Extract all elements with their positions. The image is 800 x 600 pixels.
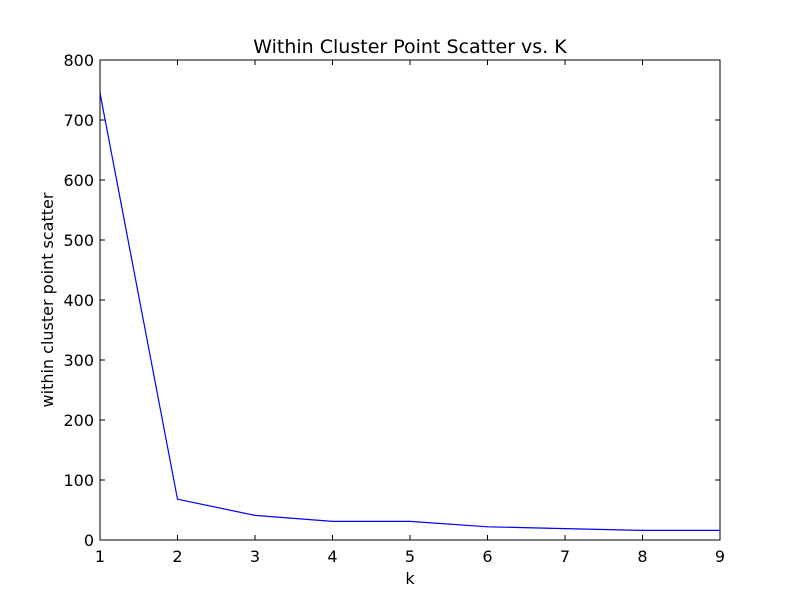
plot-area (99, 92, 721, 532)
y-tick-label: 0 (84, 531, 94, 550)
x-tick-label: 7 (560, 547, 570, 566)
data-point (176, 498, 179, 500)
x-tick-label: 8 (637, 547, 647, 566)
x-axis-label: k (405, 569, 415, 588)
x-tick-label: 6 (482, 547, 492, 566)
y-tick-label: 300 (63, 351, 94, 370)
x-tick-label: 9 (715, 547, 725, 566)
x-tick-label: 1 (95, 547, 105, 566)
data-point (331, 520, 334, 523)
data-point (254, 514, 256, 517)
y-tick-label: 100 (63, 471, 94, 490)
data-point (409, 520, 411, 523)
chart-title: Within Cluster Point Scatter vs. K (253, 36, 567, 58)
y-axis-label: within cluster point scatter (38, 192, 57, 407)
y-tick-label: 800 (63, 51, 94, 70)
data-point (564, 528, 566, 530)
data-point (486, 526, 489, 528)
plot-frame (99, 59, 721, 541)
x-tick-label: 5 (405, 547, 415, 566)
y-tick-label: 200 (63, 411, 94, 430)
y-tick-label: 600 (63, 171, 94, 190)
y-tick-label: 700 (63, 111, 94, 130)
x-tick-label: 4 (327, 547, 337, 566)
y-tick-label: 400 (63, 291, 94, 310)
x-tick-label: 3 (250, 547, 260, 566)
data-point (641, 529, 644, 532)
x-tick-label: 2 (172, 547, 182, 566)
tick-labels: 1 2 3 4 5 6 7 8 9 0 100 200 300 400 500 600 700 800 (63, 51, 725, 566)
y-tick-label: 500 (63, 231, 94, 250)
